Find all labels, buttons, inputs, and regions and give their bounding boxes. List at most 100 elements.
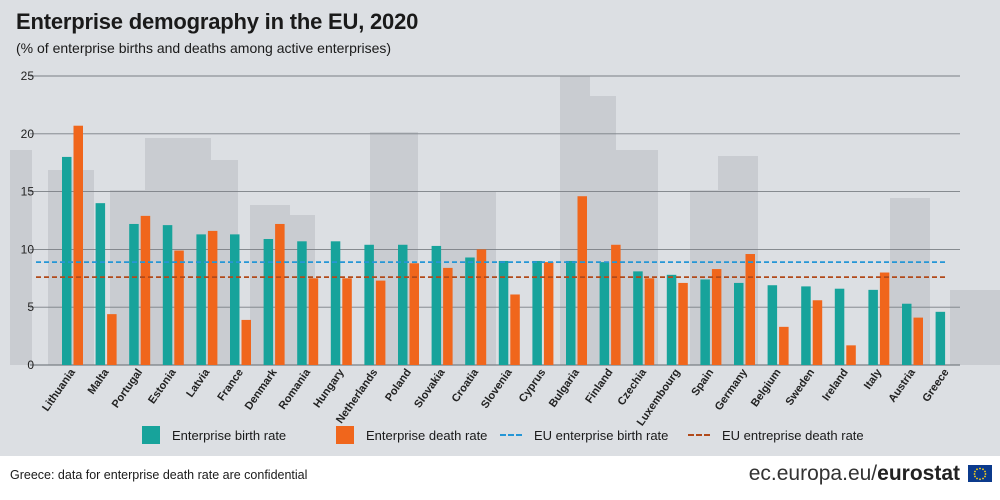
bar-birth-malta [95, 203, 106, 365]
legend-label-birth: Enterprise birth rate [172, 427, 287, 443]
bar-birth-ireland [834, 288, 845, 365]
bar-death-sweden [812, 300, 823, 365]
legend-label-eu-death: EU entreprise death rate [722, 427, 864, 443]
bar-death-luxembourg [678, 282, 688, 365]
legend-item-death: Enterprise death rate [336, 422, 487, 448]
bar-birth-france [230, 234, 240, 365]
bar-birth-croatia [465, 257, 475, 365]
bar-death-italy [879, 272, 890, 365]
bar-birth-spain [700, 279, 710, 365]
skyline-building [950, 290, 1000, 365]
skyline-building [10, 150, 32, 365]
x-tick-label: Czechia [615, 366, 649, 408]
bar-birth-slovenia [498, 260, 509, 365]
x-tick-label: Slovenia [479, 366, 515, 411]
x-tick-label: Hungary [311, 366, 347, 410]
bar-death-latvia [207, 230, 218, 365]
bar-death-poland [409, 263, 419, 365]
x-tick-label: Greece [920, 367, 951, 404]
bar-death-romania [308, 278, 319, 365]
legend-item-eu-death: EU entreprise death rate [688, 422, 864, 448]
x-tick-label: Italy [862, 366, 885, 392]
legend-dash-eu-birth [500, 434, 522, 436]
x-tick-label: France [215, 367, 246, 403]
legend-dash-eu-death [688, 434, 710, 436]
x-tick-label: Croatia [450, 366, 482, 405]
x-tick-label: Latvia [184, 366, 213, 400]
legend-swatch-birth [142, 426, 160, 444]
bar-birth-latvia [196, 234, 206, 365]
x-tick-label: Lithuania [40, 366, 78, 414]
y-axis-ticks: 0 5 10 15 20 25 [21, 69, 35, 372]
chart-title: Enterprise demography in the EU, 2020 [16, 9, 419, 34]
reference-lines [36, 261, 948, 279]
legend-swatch-death [336, 426, 354, 444]
bar-death-slovakia [443, 267, 453, 365]
bar-death-lithuania [73, 125, 83, 365]
legend: Enterprise birth rate Enterprise death r… [0, 422, 1000, 448]
bar-birth-greece [935, 311, 946, 365]
bar-death-spain [711, 269, 722, 365]
y-tick-label: 10 [21, 242, 35, 256]
bar-birth-portugal [129, 223, 139, 365]
bar-birth-lithuania [62, 156, 72, 365]
bar-death-croatia [476, 249, 487, 365]
footnote: Greece: data for enterprise death rate a… [10, 468, 308, 482]
x-tick-label: Spain [689, 367, 716, 399]
bar-death-slovenia [510, 294, 520, 365]
bar-birth-czechia [633, 271, 643, 365]
bar-death-france [241, 319, 251, 365]
bar-birth-cyprus [532, 260, 542, 365]
x-tick-label: Portugal [110, 367, 145, 410]
bar-death-hungary [342, 278, 352, 365]
bar-birth-belgium [767, 285, 778, 365]
y-tick-label: 0 [27, 358, 34, 372]
bar-birth-bulgaria [566, 260, 576, 365]
bar-death-malta [107, 314, 117, 365]
x-tick-label: Poland [383, 367, 414, 404]
x-tick-label: Austria [886, 366, 918, 405]
bar-death-bulgaria [577, 196, 587, 365]
x-tick-label: Cyprus [517, 367, 549, 405]
bars [62, 125, 946, 365]
x-tick-label: Belgium [749, 367, 784, 410]
x-tick-label: Sweden [783, 367, 817, 408]
x-tick-label: Romania [277, 366, 314, 412]
bar-death-portugal [140, 215, 151, 365]
bar-birth-denmark [263, 238, 274, 365]
legend-item-birth: Enterprise birth rate [142, 422, 286, 448]
bar-birth-poland [398, 244, 408, 365]
bar-birth-austria [902, 303, 912, 365]
bar-birth-hungary [330, 241, 341, 365]
x-tick-label: Finland [583, 367, 615, 406]
x-tick-label: Estonia [146, 366, 179, 406]
source-brand: eurostat [877, 462, 960, 485]
bar-death-germany [745, 254, 755, 365]
bar-death-finland [611, 244, 621, 365]
bar-death-austria [913, 317, 923, 365]
eu-flag-icon [968, 465, 992, 482]
bar-birth-netherlands [364, 244, 374, 365]
x-tick-label: Ireland [820, 367, 851, 403]
y-tick-label: 25 [21, 69, 35, 83]
bar-death-estonia [174, 250, 184, 365]
x-tick-label: Malta [86, 366, 112, 397]
chart-subtitle: (% of enterprise births and deaths among… [16, 40, 392, 56]
y-tick-label: 5 [27, 300, 34, 314]
x-tick-label: Bulgaria [547, 366, 583, 410]
source-link[interactable]: ec.europa.eu/eurostat [749, 462, 960, 486]
bar-death-cyprus [543, 262, 554, 365]
bar-birth-sweden [801, 286, 811, 365]
bar-birth-estonia [162, 225, 173, 365]
y-tick-label: 20 [21, 127, 35, 141]
bar-death-denmark [275, 223, 285, 365]
bar-birth-finland [599, 262, 610, 365]
y-tick-label: 15 [21, 185, 35, 199]
legend-label-death: Enterprise death rate [366, 427, 488, 443]
bar-death-netherlands [375, 280, 386, 365]
bar-birth-germany [734, 282, 744, 365]
legend-item-eu-birth: EU enterprise birth rate [500, 422, 668, 448]
source-prefix: ec.europa.eu/ [748, 462, 878, 485]
